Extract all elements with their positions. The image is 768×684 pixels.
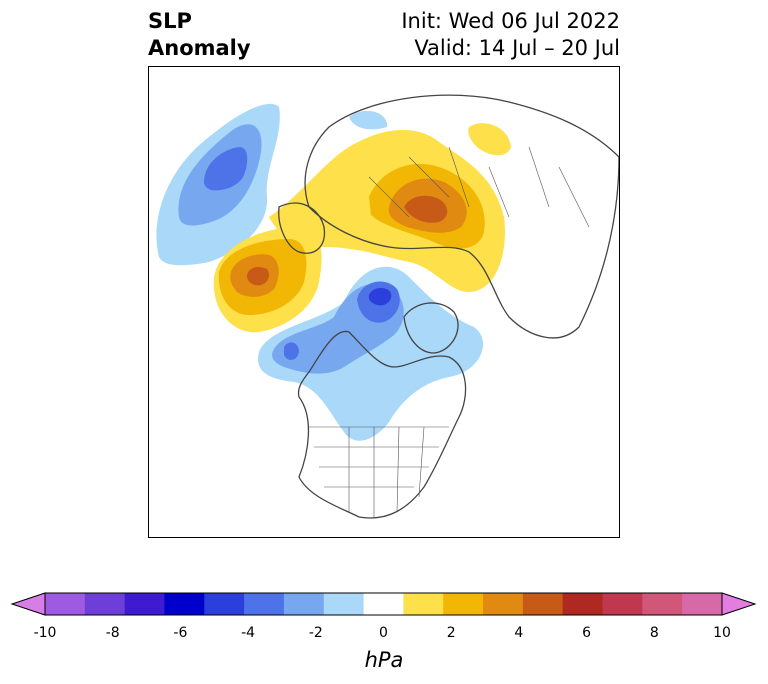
colorbar-segment xyxy=(244,593,285,615)
north-america-outline xyxy=(297,330,467,519)
colorbar-tick-label: 4 xyxy=(514,625,524,641)
colorbar-extend-max xyxy=(721,592,757,616)
colorbar-tick-label: -8 xyxy=(105,625,120,641)
colorbar-segment xyxy=(323,593,365,615)
colorbar-tick-label: -10 xyxy=(33,625,57,641)
colorbar-segment xyxy=(443,593,484,615)
colorbar-tick-label: 0 xyxy=(379,625,388,641)
positive-anomaly-pacific xyxy=(213,227,322,333)
colorbar-extend-min xyxy=(10,592,46,616)
title-slp: SLP xyxy=(148,9,192,33)
contour-moderate-negative-bc xyxy=(284,342,299,360)
map-title-left: SLP Anomaly xyxy=(148,8,251,62)
contour-strong-positive-pac xyxy=(246,267,269,286)
colorbar-segment xyxy=(602,593,643,615)
colorbar-segment xyxy=(642,593,683,615)
colorbar-tick-label: -4 xyxy=(241,625,256,641)
colorbar-tick-label: 10 xyxy=(713,625,731,641)
colorbar-border xyxy=(44,592,723,616)
colorbar-segment xyxy=(45,593,86,615)
colorbar-segment xyxy=(363,593,404,615)
colorbar-segment xyxy=(483,593,524,615)
colorbar-tick-label: -6 xyxy=(173,625,188,641)
contour-strong-positive xyxy=(404,195,448,223)
colorbar-segment xyxy=(204,593,245,615)
contour-moderate-negative xyxy=(204,147,248,191)
colorbar-unit-label: hPa xyxy=(364,648,404,672)
valid-range: Valid: 14 Jul – 20 Jul xyxy=(414,36,620,60)
title-anomaly: Anomaly xyxy=(148,36,251,60)
eurasia-outline xyxy=(304,94,619,339)
colorbar-segments xyxy=(10,592,757,616)
alaska-outline xyxy=(278,202,326,254)
negative-anomaly-west xyxy=(156,103,280,266)
map-title-right: Init: Wed 06 Jul 2022 Valid: 14 Jul – 20… xyxy=(401,8,620,62)
colorbar-segment xyxy=(84,593,126,615)
colorbar-segment xyxy=(403,593,444,615)
colorbar-segment xyxy=(522,593,564,615)
colorbar-segment xyxy=(124,593,165,615)
positive-anomaly-north xyxy=(269,123,511,292)
contour-slight-positive-ne xyxy=(468,123,511,156)
map-panel xyxy=(148,66,620,538)
colorbar-tick-label: 8 xyxy=(649,625,659,641)
contour-strong-negative-arctic xyxy=(368,287,392,306)
colorbar-segment xyxy=(283,593,325,615)
slp-anomaly-map xyxy=(156,94,619,519)
colorbar-tick-label: -2 xyxy=(308,625,323,641)
colorbar-tick-label: 2 xyxy=(446,625,456,641)
colorbar-tick-label: 6 xyxy=(582,625,592,641)
init-date: Init: Wed 06 Jul 2022 xyxy=(401,9,620,33)
greenland-outline xyxy=(403,302,459,354)
colorbar-segment xyxy=(164,593,205,615)
colorbar-segment xyxy=(562,593,604,615)
colorbar-segment xyxy=(682,593,723,615)
coastlines xyxy=(278,94,619,519)
contour-slight-negative-top xyxy=(349,110,388,130)
state-borders xyxy=(309,146,590,517)
colorbar xyxy=(10,592,757,616)
